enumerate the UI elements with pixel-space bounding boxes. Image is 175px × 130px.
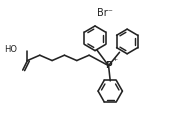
Text: +: +	[113, 57, 118, 62]
Text: HO: HO	[4, 45, 17, 54]
Text: Br⁻: Br⁻	[97, 8, 113, 18]
Text: P: P	[105, 61, 112, 70]
